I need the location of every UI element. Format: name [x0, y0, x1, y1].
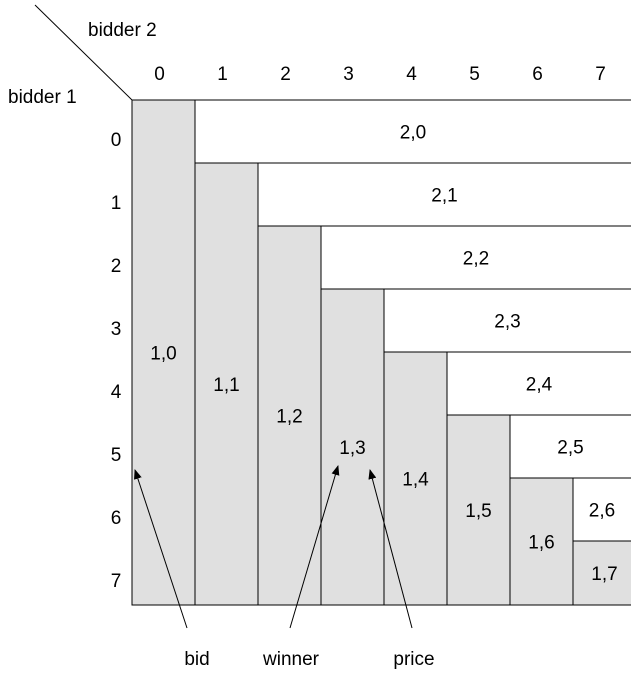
row-label-0: 0 — [111, 130, 122, 151]
region-bidder2-2-0 — [194, 99, 631, 164]
column-label-7: 7 — [595, 64, 606, 85]
row-label-2: 2 — [111, 256, 122, 277]
row-labels: 0 1 2 3 4 5 6 7 — [111, 130, 122, 592]
winner-arrow — [289, 465, 340, 629]
region-bidder2-2-2 — [320, 225, 631, 290]
region-bidder2-2-3 — [383, 288, 631, 353]
region-bidder1-1-2 — [257, 225, 322, 606]
region-label-2-3: 2,3 — [494, 312, 520, 333]
region-label-2-4: 2,4 — [526, 375, 553, 396]
bid-annotation: bid — [184, 649, 209, 670]
price-annotation: price — [393, 649, 434, 670]
column-label-1: 1 — [217, 64, 228, 85]
column-label-2: 2 — [280, 64, 291, 85]
region-label-2-6: 2,6 — [589, 501, 615, 522]
region-bidder1-1-1 — [194, 162, 259, 606]
column-label-5: 5 — [469, 64, 480, 85]
region-bidder2-2-1 — [257, 162, 631, 227]
column-labels: 0 1 2 3 4 5 6 7 — [154, 64, 606, 85]
column-label-6: 6 — [532, 64, 543, 85]
row-label-6: 6 — [111, 508, 122, 529]
region-bidder1-1-3 — [320, 288, 385, 606]
column-label-3: 3 — [343, 64, 354, 85]
region-bidder2-2-5 — [509, 414, 631, 479]
region-label-1-0: 1,0 — [150, 344, 176, 365]
column-label-0: 0 — [154, 64, 165, 85]
region-label-2-2: 2,2 — [463, 249, 489, 270]
region-bidder1-1-6 — [509, 477, 574, 606]
winner-annotation: winner — [262, 649, 320, 670]
region-bidder1-1-7 — [572, 540, 631, 606]
price-arrow — [368, 469, 413, 629]
outcome-regions: 2,0 2,1 2,2 2,3 2,4 2,5 2,6 1,0 1,1 1,2 1,3 1,4 1,5 1… — [131, 99, 631, 606]
region-label-1-6: 1,6 — [528, 533, 554, 554]
region-label-1-4: 1,4 — [402, 470, 429, 491]
row-label-5: 5 — [111, 445, 122, 466]
bidder1-axis-label: bidder 1 — [8, 87, 77, 108]
region-label-2-1: 2,1 — [431, 186, 457, 207]
region-label-1-5: 1,5 — [465, 501, 491, 522]
row-label-4: 4 — [111, 382, 122, 403]
region-label-2-0: 2,0 — [400, 123, 426, 144]
region-label-1-1: 1,1 — [213, 375, 239, 396]
corner-diagonal-line — [34, 4, 133, 101]
region-label-1-3: 1,3 — [339, 438, 365, 459]
bid-arrow — [134, 469, 188, 629]
region-bidder1-1-5 — [446, 414, 511, 606]
bidder2-axis-label: bidder 2 — [88, 20, 157, 41]
region-bidder1-1-0 — [131, 99, 196, 606]
row-label-3: 3 — [111, 319, 122, 340]
row-label-1: 1 — [111, 193, 122, 214]
region-label-2-5: 2,5 — [557, 438, 583, 459]
row-label-7: 7 — [111, 571, 122, 592]
column-label-4: 4 — [406, 64, 417, 85]
region-label-1-7: 1,7 — [591, 564, 617, 585]
region-label-1-2: 1,2 — [276, 407, 302, 428]
